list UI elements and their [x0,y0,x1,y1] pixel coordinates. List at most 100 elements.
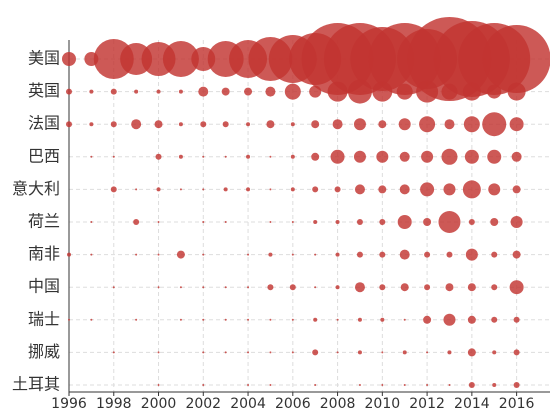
bubble [89,89,94,94]
bubble [269,221,272,223]
bubble [403,318,406,321]
bubble [381,384,384,386]
bubble [423,218,432,226]
bubble [90,253,93,256]
bubble [419,116,436,133]
bubble [399,184,410,195]
bubble [154,120,163,129]
y-tick-label: 土耳其 [12,375,60,394]
bubble [66,88,72,95]
x-tick-label: 2004 [230,396,266,412]
bubble [112,286,115,289]
bubble [157,286,160,289]
bubble [131,119,142,130]
bubble [381,351,384,354]
bubble [353,118,366,131]
bubble [376,150,389,163]
bubble [511,151,522,162]
bubble [156,187,161,192]
bubble [512,250,521,259]
bubble [223,187,228,192]
bubble [90,155,93,158]
bubble [358,384,361,386]
bubble [426,351,429,354]
bubble [512,185,521,194]
bubble [178,89,183,94]
bubble [112,155,115,158]
bubble [67,252,71,257]
bubble [313,220,318,224]
bubble [314,286,317,289]
bubble [291,253,294,256]
bubble [224,318,227,321]
bubble [356,251,363,258]
bubble [467,315,476,324]
bubble [202,286,205,289]
bubble [179,318,182,321]
bubble [135,318,138,321]
bubble [441,83,458,100]
bubble [110,186,117,193]
bubble [178,122,183,127]
y-tick-label: 中国 [28,277,60,296]
bubble [488,183,501,196]
bubble [202,318,205,321]
x-tick-label: 2002 [185,396,221,412]
bubble [179,188,182,191]
bubble [157,253,160,256]
bubble [90,318,93,321]
bubble [491,251,498,258]
bubble [336,318,339,321]
bubble [379,284,386,291]
bubble [468,219,475,225]
bubble [356,219,363,225]
bubble [357,317,362,322]
bubble [330,149,345,164]
bubble [467,348,476,357]
bubble [224,286,227,289]
bubble [397,215,412,229]
x-tick-label: 2014 [454,396,490,412]
bubble [90,221,93,223]
bubble [247,286,250,289]
bubble [247,318,250,321]
x-tick-label: 2012 [409,396,445,412]
bubble [135,188,138,191]
x-tick-label: 2016 [499,396,535,412]
bubble [327,81,348,102]
bubble [269,188,272,191]
bubble [312,349,319,356]
bubble [379,219,386,225]
bubble [224,351,227,354]
bubble [487,84,502,99]
bubble [332,119,343,130]
bubble [62,52,76,66]
bubble [378,120,387,129]
bubble [492,383,497,387]
bubble [198,86,209,97]
bubble [157,351,160,354]
x-tick-label: 2000 [141,396,177,412]
bubble [202,384,205,386]
bubble [441,148,458,165]
bubble [447,350,452,355]
bubble [291,351,294,354]
bubble [335,220,340,224]
bubble [426,384,429,386]
bubble [290,187,295,192]
bubble [399,151,410,162]
bubble [112,351,115,354]
bubble [269,384,272,386]
x-tick-label: 1996 [51,396,87,412]
bubble [202,253,205,256]
bubble [354,282,365,293]
y-tick-label: 巴西 [28,146,60,165]
x-tick-label: 2006 [275,396,311,412]
bubble [445,283,454,292]
bubble [155,153,162,160]
bubble [400,283,409,292]
y-tick-label: 英国 [28,81,60,100]
bubble [244,87,253,96]
bubble [162,41,199,77]
